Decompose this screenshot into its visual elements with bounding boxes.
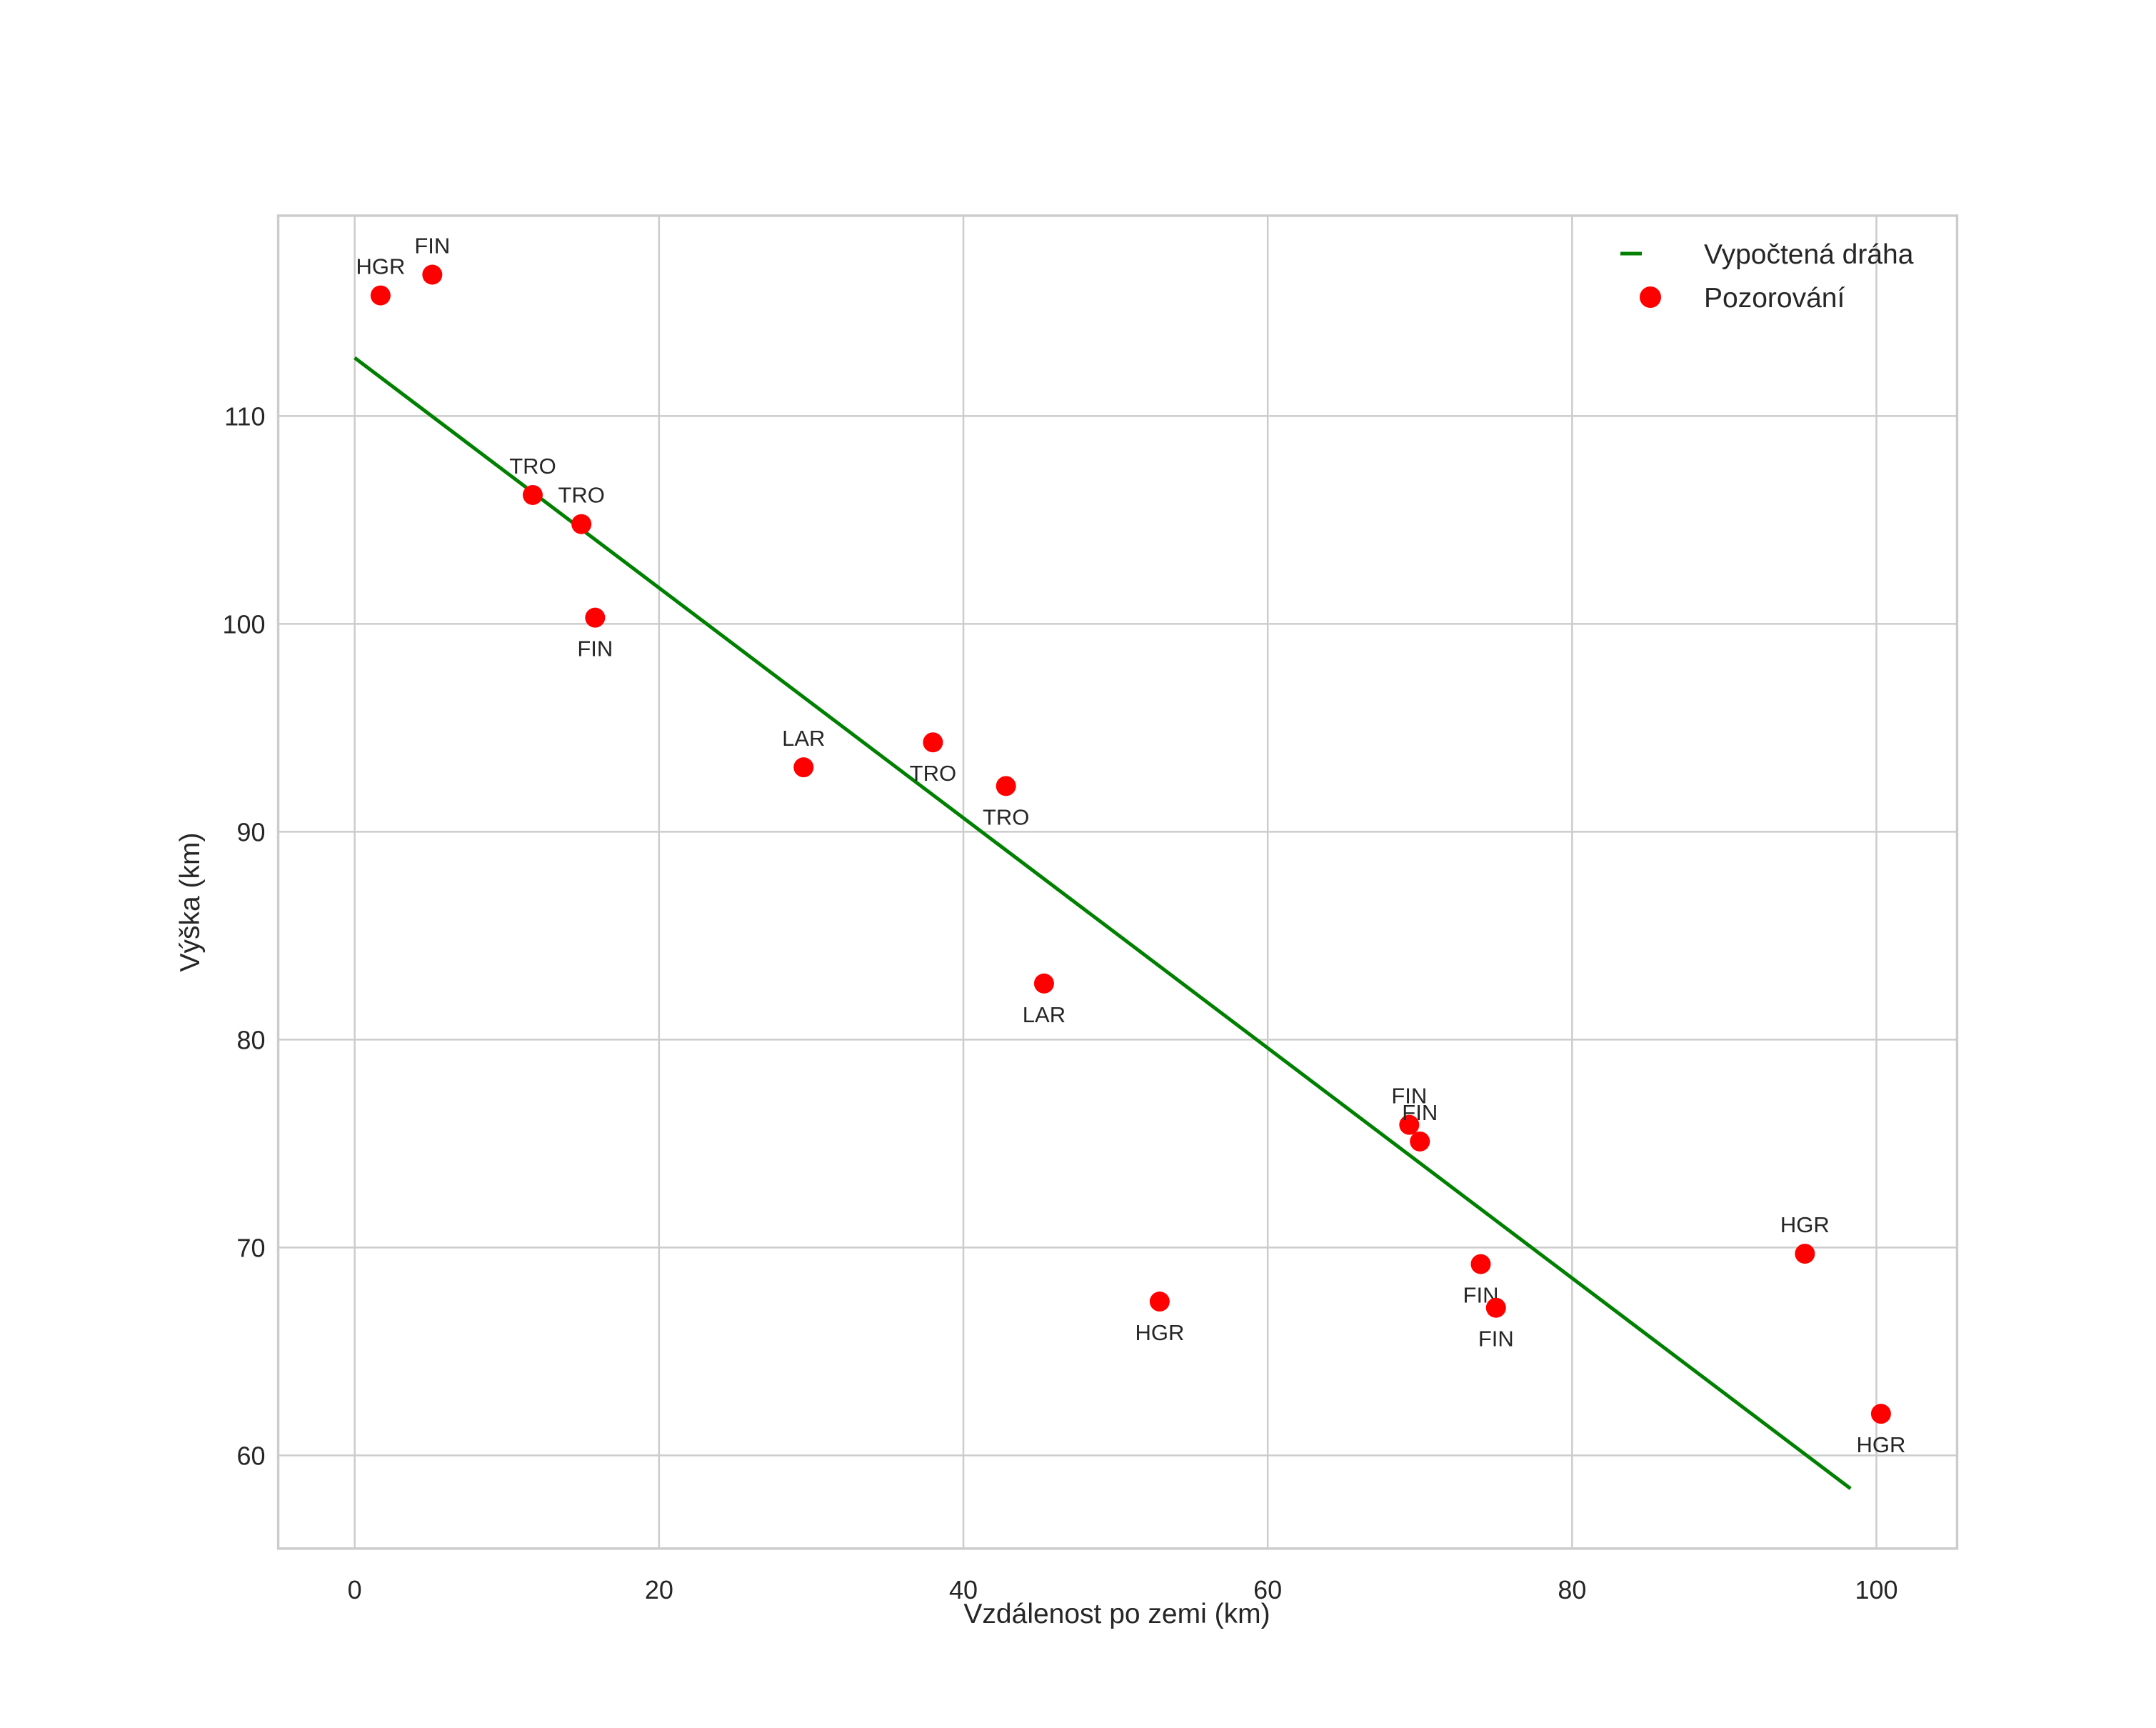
observation-point: TRO [509, 454, 556, 505]
observation-point: HGR [356, 254, 405, 306]
legend-marker-swatch-icon [1640, 286, 1661, 308]
observation-point: FIN [577, 607, 613, 661]
station-label: TRO [509, 454, 556, 479]
observation-marker-icon [1033, 973, 1054, 994]
x-tick-label: 60 [1253, 1575, 1282, 1604]
x-tick-label: 0 [348, 1575, 362, 1604]
observation-marker-icon [923, 732, 943, 753]
station-label: FIN [1391, 1084, 1427, 1109]
observation-point: FIN [414, 233, 450, 285]
station-label: HGR [1856, 1432, 1905, 1457]
y-axis-ticks: 60 70 80 90 100 110 [222, 401, 265, 1470]
station-label: LAR [1023, 1002, 1066, 1027]
observation-marker-icon [422, 264, 443, 285]
observation-marker-icon [1410, 1131, 1430, 1152]
grid-lines [278, 215, 1957, 1549]
station-label: HGR [1780, 1212, 1830, 1237]
station-label: FIN [1402, 1100, 1438, 1125]
x-tick-label: 20 [645, 1575, 673, 1604]
station-label: FIN [1478, 1327, 1514, 1352]
trajectory-line [354, 356, 1852, 1490]
y-tick-label: 110 [224, 401, 265, 431]
observation-point: FIN [1478, 1297, 1514, 1352]
y-tick-label: 70 [237, 1233, 266, 1262]
observation-point: FIN [1402, 1100, 1438, 1152]
x-axis-ticks: 0 20 40 60 80 100 [348, 1575, 1898, 1604]
observation-marker-icon [1399, 1114, 1420, 1135]
station-label: HGR [1135, 1320, 1184, 1345]
station-label: TRO [983, 804, 1029, 829]
observation-marker-icon [1470, 1254, 1491, 1274]
x-tick-label: 100 [1855, 1575, 1897, 1604]
observation-marker-icon [1870, 1404, 1891, 1424]
station-label: FIN [414, 233, 450, 258]
observation-marker-icon [1795, 1244, 1815, 1264]
y-tick-label: 90 [237, 817, 266, 846]
observation-point: HGR [1780, 1212, 1830, 1264]
x-axis-label: Vzdálenost po zemi (km) [963, 1599, 1270, 1629]
station-label: TRO [910, 761, 956, 786]
computed-trajectory-line [354, 356, 1852, 1490]
observation-point: TRO [983, 776, 1029, 829]
legend-label-observations: Pozorování [1704, 283, 1845, 314]
plot-frame [276, 214, 1959, 1550]
x-tick-label: 80 [1558, 1575, 1586, 1604]
y-axis-label: Výška (km) [175, 833, 206, 972]
y-tick-label: 80 [237, 1025, 266, 1054]
observation-marker-icon [793, 757, 814, 778]
observation-point: TRO [910, 732, 956, 786]
observation-marker-icon [996, 776, 1016, 796]
observation-points: HGRFINTROTROFINLARTROTROLARHGRFINFINFINF… [356, 233, 1905, 1457]
observation-point: TRO [558, 483, 605, 534]
observation-marker-icon [1149, 1292, 1170, 1312]
observation-point: LAR [1023, 973, 1066, 1027]
observation-marker-icon [522, 484, 543, 505]
x-tick-label: 40 [949, 1575, 978, 1604]
observation-marker-icon [585, 607, 606, 628]
station-label: LAR [782, 726, 825, 751]
station-label: TRO [558, 483, 604, 508]
station-label: FIN [577, 636, 613, 661]
legend: Vypočtená dráha Pozorování [1620, 239, 1914, 314]
observation-point: HGR [1856, 1404, 1905, 1457]
y-tick-label: 60 [237, 1441, 266, 1470]
y-tick-label: 100 [222, 609, 265, 639]
observation-marker-icon [370, 285, 391, 306]
observation-point: LAR [782, 726, 825, 778]
station-label: HGR [356, 254, 405, 279]
observation-marker-icon [1485, 1297, 1506, 1318]
observation-marker-icon [571, 514, 592, 534]
observation-point: FIN [1391, 1084, 1427, 1135]
legend-label-computed-trajectory: Vypočtená dráha [1704, 239, 1914, 270]
observation-point: HGR [1135, 1292, 1184, 1345]
